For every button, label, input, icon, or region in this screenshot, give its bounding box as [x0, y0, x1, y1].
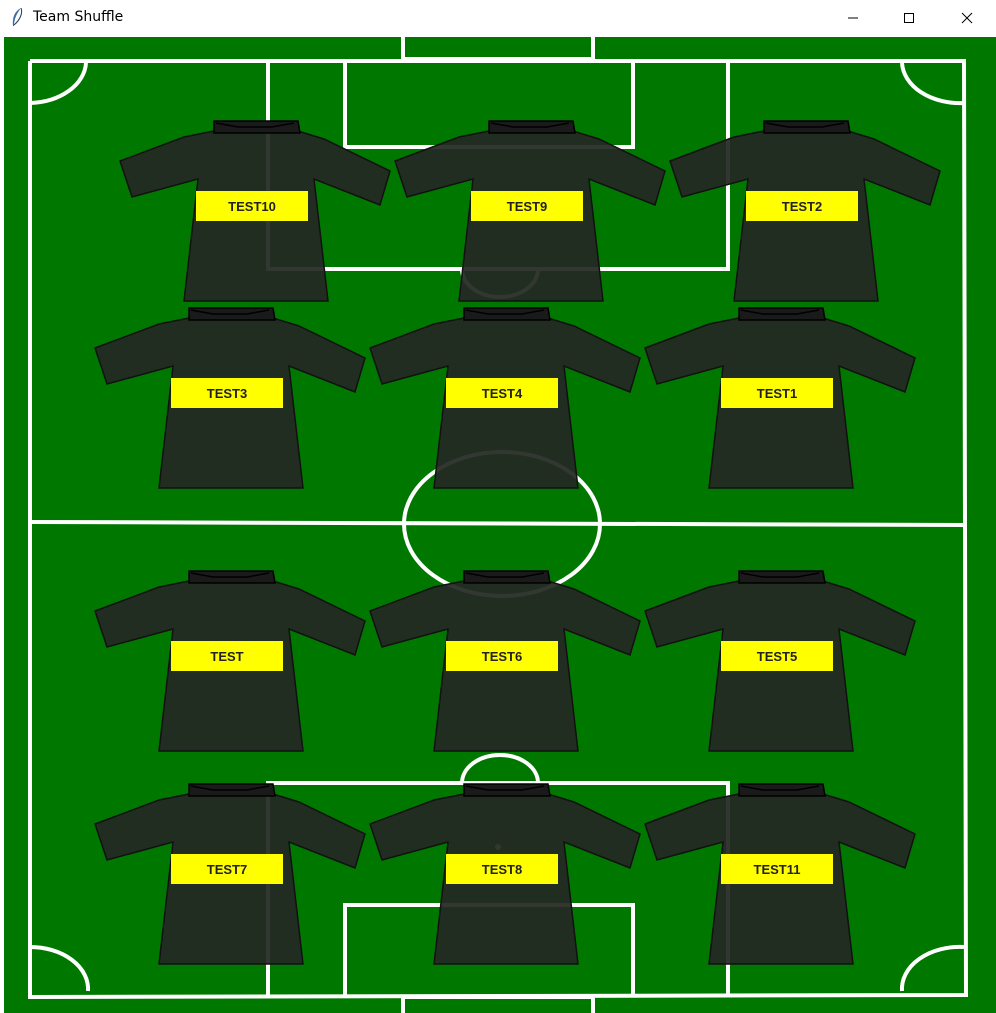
title-bar: Team Shuffle	[0, 0, 996, 36]
player-shirt[interactable]: TEST3	[93, 304, 367, 494]
player-name-label: TEST8	[446, 854, 558, 884]
player-name-label: TEST3	[171, 378, 283, 408]
close-button[interactable]	[944, 0, 990, 36]
player-shirt[interactable]: TEST2	[668, 117, 942, 307]
player-shirt[interactable]: TEST6	[368, 567, 642, 757]
maximize-icon	[904, 13, 914, 23]
player-shirt[interactable]: TEST8	[368, 780, 642, 970]
player-name-label: TEST11	[721, 854, 833, 884]
feather-icon	[12, 7, 23, 26]
player-shirt[interactable]: TEST11	[643, 780, 917, 970]
player-shirt[interactable]: TEST9	[393, 117, 667, 307]
player-name-label: TEST10	[196, 191, 308, 221]
player-shirt[interactable]: TEST5	[643, 567, 917, 757]
minimize-icon	[848, 17, 858, 19]
player-shirt[interactable]: TEST	[93, 567, 367, 757]
player-shirt[interactable]: TEST4	[368, 304, 642, 494]
player-name-label: TEST4	[446, 378, 558, 408]
close-icon	[961, 12, 973, 24]
player-shirt[interactable]: TEST7	[93, 780, 367, 970]
player-name-label: TEST7	[171, 854, 283, 884]
player-name-label: TEST6	[446, 641, 558, 671]
player-name-label: TEST1	[721, 378, 833, 408]
maximize-button[interactable]	[886, 0, 932, 36]
minimize-button[interactable]	[830, 0, 876, 36]
player-name-label: TEST2	[746, 191, 858, 221]
player-name-label: TEST5	[721, 641, 833, 671]
player-shirt[interactable]: TEST1	[643, 304, 917, 494]
pitch-canvas: TEST10 TEST9 TEST2 TEST3 TEST4 TEST1 TES…	[4, 37, 996, 1013]
player-name-label: TEST	[171, 641, 283, 671]
player-name-label: TEST9	[471, 191, 583, 221]
window-title: Team Shuffle	[33, 9, 124, 25]
player-shirt[interactable]: TEST10	[118, 117, 392, 307]
